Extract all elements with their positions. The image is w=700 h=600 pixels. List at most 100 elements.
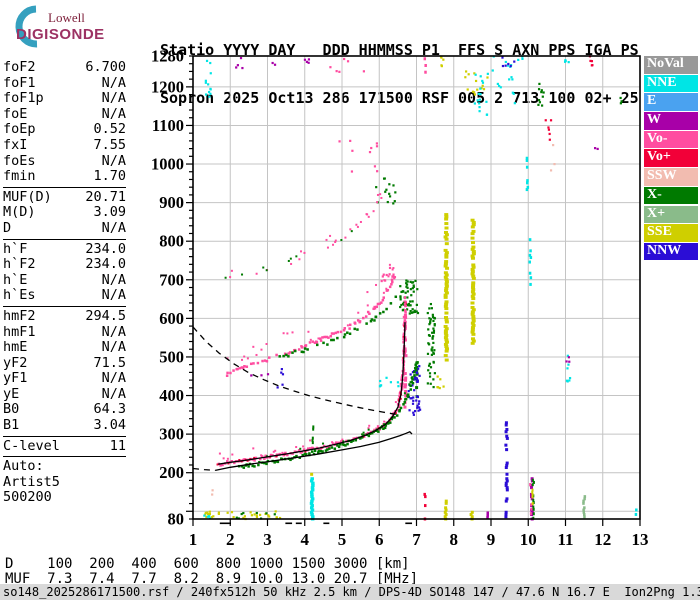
param-label: foE xyxy=(3,105,28,122)
param-row-foEs: foEs N/A xyxy=(3,152,126,170)
param-label: foF1p xyxy=(3,90,44,107)
param-value: 234.0 xyxy=(85,256,126,273)
param-row-Clevel: C-level 11 xyxy=(3,437,126,455)
svg-text:11: 11 xyxy=(557,530,573,549)
param-row-foF2: foF2 6.700 xyxy=(3,59,126,76)
digisonde-logo: Lowell DIGISONDE xyxy=(6,4,166,50)
param-value: 294.5 xyxy=(85,307,126,324)
param-value: N/A xyxy=(101,385,126,402)
legend-item-NNW: NNW xyxy=(644,242,698,261)
panel-divider xyxy=(3,238,126,240)
parameter-panel: foF2 6.700 foF1 N/A foF1p N/A foE N/A foEp 0.52 fx… xyxy=(3,59,126,506)
param-row-hmF1: hmF1 N/A xyxy=(3,323,126,341)
panel-divider xyxy=(3,456,126,458)
svg-text:5: 5 xyxy=(338,530,347,549)
svg-text:13: 13 xyxy=(632,530,649,549)
svg-text:800: 800 xyxy=(159,232,184,251)
param-row-hmF2: hmF2 294.5 xyxy=(3,307,126,325)
param-label: yF2 xyxy=(3,354,28,371)
echo-direction-legend: NoVal NNE E W Vo- Vo+ SSW X- X+ SSE NNW xyxy=(644,56,698,262)
header-block: Statio YYYY DAY DDD HHMMSS P1 FFS S AXN … xyxy=(160,10,639,138)
param-label: h`F2 xyxy=(3,256,36,273)
svg-text:500: 500 xyxy=(159,347,184,366)
param-value: 20.71 xyxy=(85,188,126,205)
svg-text:12: 12 xyxy=(594,530,611,549)
param-value: N/A xyxy=(101,287,126,304)
svg-text:600: 600 xyxy=(159,309,184,328)
param-value: N/A xyxy=(101,370,126,387)
param-row-hEs: h`Es N/A xyxy=(3,288,126,304)
status-bar: so148_2025286171500.rsf / 240fx512h 50 k… xyxy=(0,584,700,600)
param-label: yE xyxy=(3,385,20,402)
legend-item-X+: X+ xyxy=(644,205,698,224)
param-row-hmE: hmE N/A xyxy=(3,339,126,356)
param-value: N/A xyxy=(101,323,126,340)
panel-text-500200: 500200 xyxy=(3,489,52,506)
panel-divider xyxy=(3,435,126,437)
param-label: h`F xyxy=(3,240,28,257)
svg-text:8: 8 xyxy=(450,530,459,549)
svg-text:1100: 1100 xyxy=(152,116,184,135)
param-row-hE: h`E N/A xyxy=(3,271,126,289)
param-value: 3.04 xyxy=(93,417,126,434)
logo-arc-icon xyxy=(15,5,38,48)
param-value: N/A xyxy=(101,339,126,356)
param-row-foF1p: foF1p N/A xyxy=(3,91,126,107)
muf-table-muf-row: MUF 7.3 7.4 7.7 8.2 8.9 10.0 13.0 20.7 [… xyxy=(5,571,419,587)
param-value: 6.700 xyxy=(85,59,126,75)
legend-item-W: W xyxy=(644,112,698,130)
param-value: 3.09 xyxy=(93,204,126,221)
param-label: foF1 xyxy=(3,74,36,91)
svg-text:1200: 1200 xyxy=(151,77,184,96)
svg-text:1280: 1280 xyxy=(151,47,184,66)
svg-text:900: 900 xyxy=(159,193,184,212)
svg-text:6: 6 xyxy=(375,530,384,549)
param-row-foEp: foEp 0.52 xyxy=(3,122,126,138)
svg-text:3: 3 xyxy=(263,530,272,549)
svg-text:700: 700 xyxy=(159,270,184,289)
param-label: D xyxy=(3,219,12,236)
param-label: foEs xyxy=(3,152,36,169)
param-row-MUFD: MUF(D) 20.71 xyxy=(3,188,126,206)
param-label: M(D) xyxy=(3,204,36,221)
legend-item-NNE: NNE xyxy=(644,74,698,93)
legend-item-X-: X- xyxy=(644,186,698,205)
param-label: h`Es xyxy=(3,287,36,304)
logo-brand-top: Lowell xyxy=(48,10,85,25)
legend-item-E: E xyxy=(644,93,698,111)
svg-text:1000: 1000 xyxy=(151,155,184,174)
svg-text:10: 10 xyxy=(520,530,537,549)
param-label: C-level xyxy=(3,437,60,454)
param-label: fxI xyxy=(3,136,28,153)
param-row-yF2: yF2 71.5 xyxy=(3,354,126,372)
param-value: 234.0 xyxy=(85,240,126,257)
legend-item-Vo-: Vo- xyxy=(644,130,698,149)
svg-text:300: 300 xyxy=(159,425,184,444)
param-row-foE: foE N/A xyxy=(3,105,126,123)
param-value: N/A xyxy=(101,74,126,91)
param-value: 11 xyxy=(109,437,126,454)
param-value: 64.3 xyxy=(93,401,126,418)
muf-table-distance-row: D 100 200 400 600 800 1000 1500 3000 [km… xyxy=(5,556,410,572)
param-row-B1: B1 3.04 xyxy=(3,417,126,434)
param-value: N/A xyxy=(101,152,126,169)
param-value: N/A xyxy=(101,90,126,107)
param-row-fxI: fxI 7.55 xyxy=(3,136,126,154)
param-label: B1 xyxy=(3,417,20,434)
header-line-values: Sopron 2025 Oct13 286 171500 RSF 005 2 7… xyxy=(160,89,639,107)
param-value: 0.52 xyxy=(93,121,126,138)
param-value: 71.5 xyxy=(93,354,126,371)
param-label: hmE xyxy=(3,339,28,356)
panel-divider xyxy=(3,186,126,188)
param-value: N/A xyxy=(101,219,126,236)
param-row-fmin: fmin 1.70 xyxy=(3,169,126,185)
svg-text:7: 7 xyxy=(412,530,421,549)
param-value: N/A xyxy=(101,271,126,288)
svg-text:9: 9 xyxy=(487,530,496,549)
param-label: hmF2 xyxy=(3,307,36,324)
param-label: h`E xyxy=(3,271,28,288)
param-row-MD: M(D) 3.09 xyxy=(3,205,126,221)
